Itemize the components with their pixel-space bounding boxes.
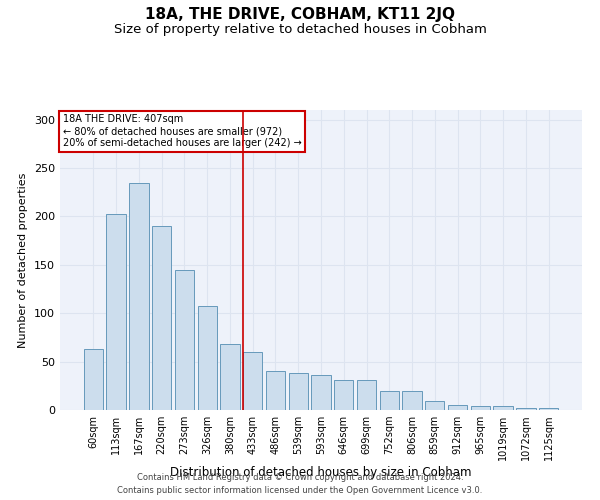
Bar xyxy=(311,375,331,410)
Bar xyxy=(197,306,217,410)
Text: 18A, THE DRIVE, COBHAM, KT11 2JQ: 18A, THE DRIVE, COBHAM, KT11 2JQ xyxy=(145,8,455,22)
Bar xyxy=(289,373,308,410)
Bar xyxy=(175,270,194,410)
Bar xyxy=(493,406,513,410)
Text: 18A THE DRIVE: 407sqm
← 80% of detached houses are smaller (972)
20% of semi-det: 18A THE DRIVE: 407sqm ← 80% of detached … xyxy=(62,114,301,148)
Bar xyxy=(220,344,239,410)
Bar xyxy=(84,349,103,410)
Bar xyxy=(380,390,399,410)
Text: Contains HM Land Registry data © Crown copyright and database right 2024.
Contai: Contains HM Land Registry data © Crown c… xyxy=(118,473,482,495)
Text: Size of property relative to detached houses in Cobham: Size of property relative to detached ho… xyxy=(113,22,487,36)
Bar xyxy=(106,214,126,410)
Bar xyxy=(357,380,376,410)
Bar xyxy=(334,380,353,410)
Bar xyxy=(539,408,558,410)
Bar xyxy=(129,182,149,410)
Y-axis label: Number of detached properties: Number of detached properties xyxy=(19,172,28,348)
Bar xyxy=(152,226,172,410)
Bar xyxy=(516,408,536,410)
X-axis label: Distribution of detached houses by size in Cobham: Distribution of detached houses by size … xyxy=(170,466,472,479)
Bar xyxy=(448,405,467,410)
Bar xyxy=(425,402,445,410)
Bar xyxy=(470,406,490,410)
Bar xyxy=(243,352,262,410)
Bar xyxy=(266,372,285,410)
Bar xyxy=(403,390,422,410)
